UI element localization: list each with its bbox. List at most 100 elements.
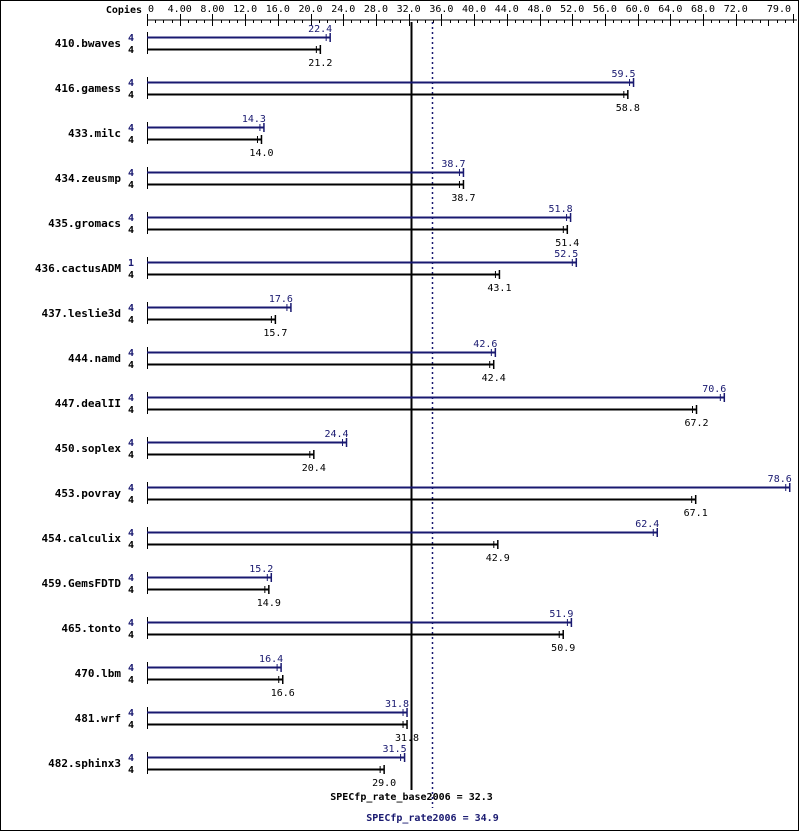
- benchmark-row: 470.lbm 44 16.4 16.6: [75, 654, 295, 699]
- benchmark-row: 465.tonto 44 51.9 50.9: [61, 609, 575, 654]
- benchmark-row: 481.wrf 44 31.8 31.8: [75, 699, 419, 744]
- x-tick-label: 60.0: [626, 4, 650, 15]
- benchmark-row: 444.namd 44 42.6 42.4: [68, 339, 506, 384]
- x-tick-label: 8.00: [200, 4, 224, 15]
- peak-value-label: 70.6: [702, 384, 726, 395]
- x-tick-label: 16.0: [266, 4, 290, 15]
- peak-copies-label: 4: [128, 528, 134, 539]
- base-value-label: 20.4: [302, 463, 326, 474]
- benchmark-label: 434.zeusmp: [55, 172, 122, 185]
- x-tick-label: 28.0: [364, 4, 388, 15]
- base-copies-label: 4: [128, 45, 134, 56]
- x-tick-label: 79.0: [767, 4, 791, 15]
- x-axis: 0 4.00 8.00 12.0 16.0 20.0 24.0 28.0 32.0 36.0 40.…: [147, 4, 797, 26]
- x-tick-label: 48.0: [527, 4, 551, 15]
- peak-value-label: 24.4: [324, 429, 348, 440]
- x-tick-label: 72.0: [724, 4, 748, 15]
- base-value-label: 15.7: [263, 328, 287, 339]
- peak-copies-label: 4: [128, 618, 134, 629]
- base-copies-label: 4: [128, 630, 134, 641]
- peak-copies-label: 4: [128, 33, 134, 44]
- base-copies-label: 4: [128, 180, 134, 191]
- x-tick-label: 12.0: [233, 4, 257, 15]
- x-tick-label: 68.0: [691, 4, 715, 15]
- base-copies-label: 4: [128, 495, 134, 506]
- benchmark-row: 454.calculix 44 62.4 42.9: [42, 519, 660, 564]
- base-summary-label: SPECfp_rate_base2006 = 32.3: [330, 792, 493, 803]
- peak-copies-label: 4: [128, 168, 134, 179]
- peak-copies-label: 1: [128, 258, 134, 269]
- base-value-label: 16.6: [271, 688, 295, 699]
- peak-copies-label: 4: [128, 438, 134, 449]
- benchmark-label: 453.povray: [55, 487, 122, 500]
- base-value-label: 67.1: [684, 508, 708, 519]
- x-tick-label: 64.0: [658, 4, 682, 15]
- base-value-label: 38.7: [451, 193, 475, 204]
- base-value-label: 67.2: [684, 418, 708, 429]
- benchmark-row: 459.GemsFDTD 44 15.2 14.9: [42, 564, 281, 609]
- benchmark-row: 450.soplex 44 24.4 20.4: [55, 429, 349, 474]
- base-copies-label: 4: [128, 585, 134, 596]
- reference-lines: SPECfp_rate_base2006 = 32.3 SPECfp_rate20…: [330, 22, 499, 824]
- peak-value-label: 16.4: [259, 654, 283, 665]
- base-value-label: 43.1: [487, 283, 511, 294]
- base-copies-label: 4: [128, 360, 134, 371]
- base-copies-label: 4: [128, 225, 134, 236]
- base-copies-label: 4: [128, 90, 134, 101]
- peak-copies-label: 4: [128, 78, 134, 89]
- peak-copies-label: 4: [128, 393, 134, 404]
- base-value-label: 14.0: [249, 148, 273, 159]
- benchmark-label: 454.calculix: [42, 532, 122, 545]
- x-tick-label: 24.0: [331, 4, 355, 15]
- peak-copies-label: 4: [128, 123, 134, 134]
- peak-value-label: 14.3: [242, 114, 266, 125]
- benchmark-label: 437.leslie3d: [42, 307, 121, 320]
- benchmark-row: 436.cactusADM 14 52.5 43.1: [35, 249, 578, 294]
- peak-value-label: 38.7: [441, 159, 465, 170]
- peak-copies-label: 4: [128, 213, 134, 224]
- peak-value-label: 59.5: [611, 69, 635, 80]
- benchmark-label: 450.soplex: [55, 442, 122, 455]
- peak-copies-label: 4: [128, 753, 134, 764]
- base-value-label: 21.2: [308, 58, 332, 69]
- benchmark-row: 434.zeusmp 44 38.7 38.7: [55, 159, 476, 204]
- base-value-label: 42.4: [482, 373, 506, 384]
- base-copies-label: 4: [128, 675, 134, 686]
- x-tick-label: 56.0: [593, 4, 617, 15]
- benchmark-row: 453.povray 44 78.6 67.1: [55, 474, 792, 519]
- peak-value-label: 62.4: [635, 519, 659, 530]
- copies-header: Copies: [106, 4, 142, 16]
- base-copies-label: 4: [128, 450, 134, 461]
- peak-value-label: 51.8: [549, 204, 573, 215]
- peak-value-label: 15.2: [249, 564, 273, 575]
- base-copies-label: 4: [128, 270, 134, 281]
- benchmark-label: 481.wrf: [75, 712, 121, 725]
- x-tick-label: 20.0: [298, 4, 322, 15]
- benchmark-label: 433.milc: [68, 127, 121, 140]
- benchmark-row: 482.sphinx3 44 31.5 29.0: [48, 744, 406, 789]
- peak-summary-label: SPECfp_rate2006 = 34.9: [366, 813, 498, 824]
- base-copies-label: 4: [128, 135, 134, 146]
- x-tick-label: 36.0: [429, 4, 453, 15]
- benchmark-row: 437.leslie3d 44 17.6 15.7: [42, 294, 293, 339]
- base-copies-label: 4: [128, 315, 134, 326]
- benchmark-label: 447.dealII: [55, 397, 121, 410]
- benchmark-label: 435.gromacs: [48, 217, 121, 230]
- base-copies-label: 4: [128, 765, 134, 776]
- peak-copies-label: 4: [128, 483, 134, 494]
- peak-copies-label: 4: [128, 663, 134, 674]
- base-value-label: 42.9: [486, 553, 510, 564]
- benchmark-label: 444.namd: [68, 352, 121, 365]
- peak-value-label: 22.4: [308, 24, 332, 35]
- benchmark-row: 416.gamess 44 59.5 58.8: [55, 69, 640, 114]
- x-tick-label: 44.0: [495, 4, 519, 15]
- x-tick-label: 32.0: [397, 4, 421, 15]
- base-copies-label: 4: [128, 540, 134, 551]
- peak-copies-label: 4: [128, 573, 134, 584]
- benchmark-label: 482.sphinx3: [48, 757, 121, 770]
- base-value-label: 58.8: [616, 103, 640, 114]
